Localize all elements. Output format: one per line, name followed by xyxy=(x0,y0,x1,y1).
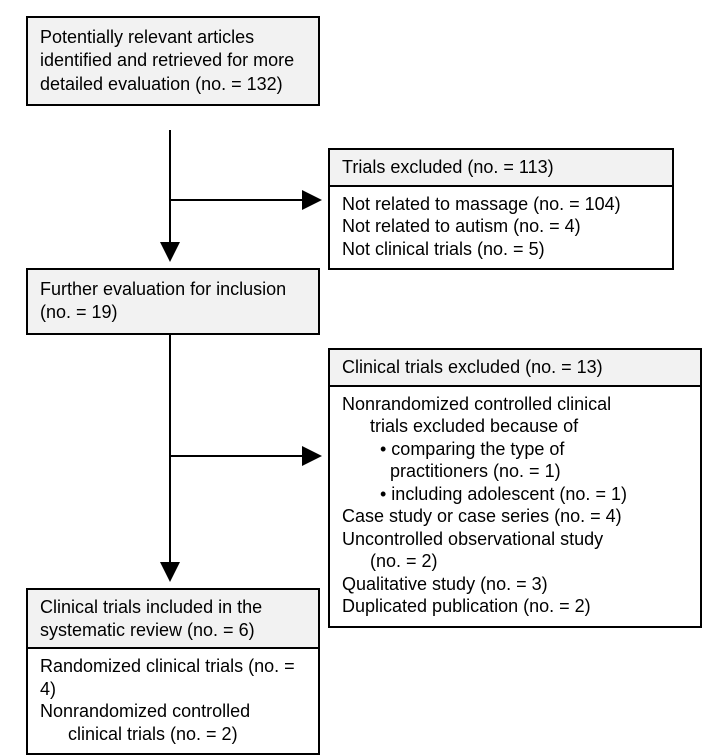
node-identified-text: Potentially relevant articles identified… xyxy=(28,18,318,104)
exc2-line: practitioners (no. = 1) xyxy=(342,460,688,483)
inc-line: clinical trials (no. = 2) xyxy=(40,723,306,746)
exc2-line: Nonrandomized controlled clinical xyxy=(342,393,688,416)
exc2-line: • comparing the type of xyxy=(342,438,688,461)
exc2-line: Qualitative study (no. = 3) xyxy=(342,573,688,596)
node-further-eval-text: Further evaluation for inclusion (no. = … xyxy=(28,270,318,333)
exc1-line: Not clinical trials (no. = 5) xyxy=(342,238,660,261)
exc2-line: Case study or case series (no. = 4) xyxy=(342,505,688,528)
exc2-line: trials excluded because of xyxy=(342,415,688,438)
exc1-line: Not related to autism (no. = 4) xyxy=(342,215,660,238)
exc2-line: • including adolescent (no. = 1) xyxy=(342,483,688,506)
exc2-line: (no. = 2) xyxy=(342,550,688,573)
exc1-line: Not related to massage (no. = 104) xyxy=(342,193,660,216)
node-identified: Potentially relevant articles identified… xyxy=(26,16,320,106)
node-further-eval: Further evaluation for inclusion (no. = … xyxy=(26,268,320,335)
node-excluded-2-header: Clinical trials excluded (no. = 13) xyxy=(330,350,700,387)
exc2-line: Duplicated publication (no. = 2) xyxy=(342,595,688,618)
node-excluded-1-header: Trials excluded (no. = 113) xyxy=(330,150,672,187)
node-excluded-1-body: Not related to massage (no. = 104) Not r… xyxy=(330,187,672,269)
inc-line: Randomized clinical trials (no. = 4) xyxy=(40,655,306,700)
inc-line: Nonrandomized controlled xyxy=(40,700,306,723)
node-included-body: Randomized clinical trials (no. = 4) Non… xyxy=(28,649,318,753)
node-included-header: Clinical trials included in the systemat… xyxy=(28,590,318,649)
node-included: Clinical trials included in the systemat… xyxy=(26,588,320,755)
node-excluded-2-body: Nonrandomized controlled clinical trials… xyxy=(330,387,700,626)
node-excluded-1: Trials excluded (no. = 113) Not related … xyxy=(328,148,674,270)
node-excluded-2: Clinical trials excluded (no. = 13) Nonr… xyxy=(328,348,702,628)
exc2-line: Uncontrolled observational study xyxy=(342,528,688,551)
